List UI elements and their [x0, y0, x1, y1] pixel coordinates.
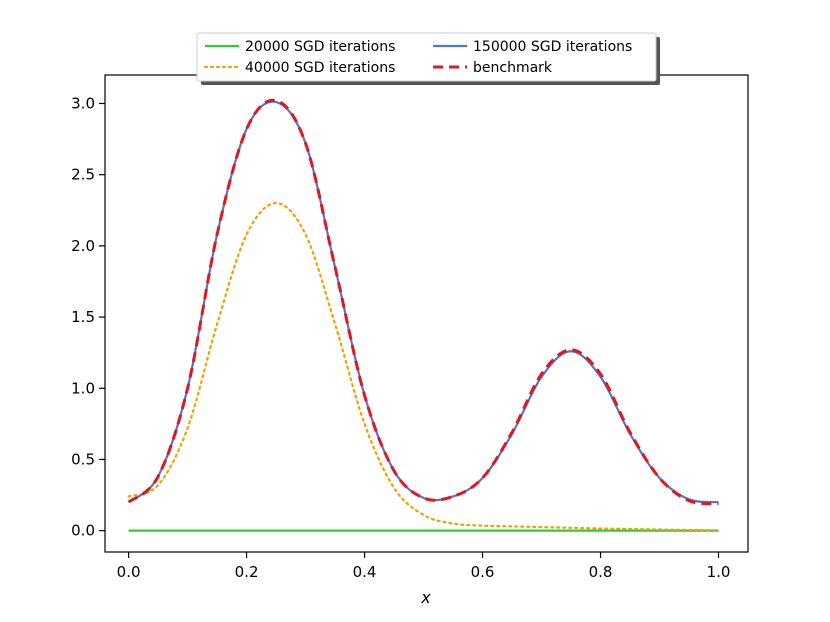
- x-tick-label: 1.0: [707, 563, 731, 581]
- x-tick-label: 0.2: [235, 563, 259, 581]
- y-tick-label: 3.0: [71, 94, 95, 112]
- legend-label-150000-sgd-iterations: 150000 SGD iterations: [473, 39, 632, 55]
- series-line-benchmark: [127, 98, 719, 506]
- x-tick-label: 0.0: [117, 563, 141, 581]
- series-layer: [127, 98, 720, 532]
- series-line-40000-sgd-iterations: [127, 202, 720, 532]
- x-tick-label: 0.6: [471, 563, 495, 581]
- x-axis-label: x: [420, 588, 431, 607]
- legend-box: [196, 32, 657, 82]
- legend-label-20000-sgd-iterations: 20000 SGD iterations: [245, 39, 395, 55]
- y-tick-label: 2.5: [71, 166, 95, 184]
- legend-label-benchmark: benchmark: [473, 60, 553, 76]
- y-axis: 0.0 0.5 1.0 1.5 2.0 2.5 3.0: [71, 94, 105, 540]
- y-tick-label: 0.0: [71, 522, 95, 540]
- y-tick-label: 2.0: [71, 237, 95, 255]
- x-tick-label: 0.8: [589, 563, 613, 581]
- x-tick-label: 0.4: [353, 563, 377, 581]
- y-tick-label: 0.5: [71, 450, 95, 468]
- y-tick-label: 1.0: [71, 379, 95, 397]
- x-axis: 0.0 0.2 0.4 0.6 0.8 1.0: [117, 552, 731, 581]
- y-tick-label: 1.5: [71, 308, 95, 326]
- plot-area: [105, 75, 748, 552]
- legend: 20000 SGD iterations 40000 SGD iterations…: [196, 32, 660, 85]
- legend-label-40000-sgd-iterations: 40000 SGD iterations: [245, 60, 395, 76]
